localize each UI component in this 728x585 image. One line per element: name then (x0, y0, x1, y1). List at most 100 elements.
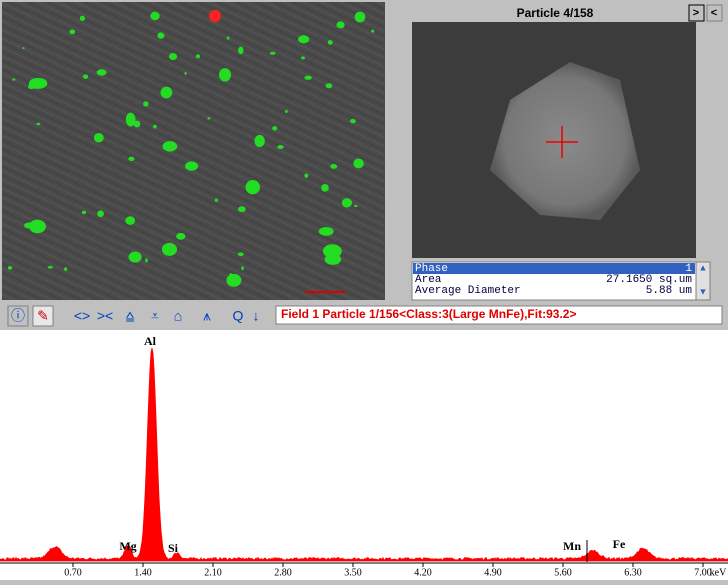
particle (254, 135, 264, 147)
tool-icon: ✎ (37, 308, 49, 324)
x-tick-label: 2.80 (274, 567, 292, 578)
scroll-up[interactable]: ▲ (699, 262, 708, 272)
tool-icon[interactable]: Q (233, 308, 244, 324)
particle (336, 21, 344, 28)
particle (219, 68, 231, 81)
peak-label: Si (168, 541, 179, 555)
particle (36, 123, 40, 125)
tool-icon[interactable]: >< (97, 308, 113, 324)
particle (330, 164, 337, 169)
particle (238, 46, 243, 54)
particle (143, 101, 148, 106)
particle (157, 32, 164, 38)
x-tick-label: 6.30 (624, 567, 642, 578)
particle (371, 30, 374, 33)
particle (129, 252, 142, 263)
particle (145, 258, 148, 262)
row-value: 5.88 um (646, 285, 693, 297)
x-tick-label: 0.70 (64, 567, 82, 578)
particle (162, 243, 177, 256)
particle (48, 266, 53, 269)
selected-particle (209, 10, 221, 22)
particle (134, 121, 141, 128)
particle (196, 54, 200, 58)
tool-icon[interactable]: ⩚ (203, 308, 211, 324)
particle (153, 125, 157, 129)
particle (304, 76, 312, 80)
peak-label: Mg (119, 539, 136, 553)
particle (277, 145, 284, 149)
particle (298, 35, 309, 43)
x-tick-label: 5.60 (554, 567, 572, 578)
particle (355, 12, 366, 23)
row-label: Average Diameter (415, 285, 521, 297)
peak-label: Mn (563, 539, 581, 553)
particle (353, 159, 364, 169)
tool-icon[interactable]: <> (74, 308, 90, 324)
particle (94, 133, 104, 142)
particle (83, 74, 88, 78)
particle (82, 211, 86, 214)
particle (342, 198, 352, 207)
particle (321, 184, 329, 192)
particle (350, 119, 356, 123)
particle (246, 180, 261, 194)
particle (238, 252, 244, 256)
x-tick-label: 2.10 (204, 567, 222, 578)
particle (319, 227, 334, 236)
particle (8, 266, 12, 270)
tool-icon: ⓘ (11, 308, 25, 324)
particle (354, 205, 358, 207)
particle (80, 16, 85, 21)
prev-icon: < (711, 7, 717, 19)
particle (97, 69, 107, 75)
particle (12, 78, 15, 80)
particle (323, 244, 342, 258)
particle (161, 87, 173, 99)
app-window: Particle 4/158 > < Phase1Area27.1650 sq.… (0, 0, 728, 580)
status-text: Field 1 Particle 1/156<Class:3(Large MnF… (281, 307, 576, 321)
x-tick-label: 1.40 (134, 567, 152, 578)
particle (207, 117, 210, 119)
particle (69, 29, 75, 34)
particle (150, 12, 159, 21)
particle (326, 83, 333, 88)
particle (185, 161, 198, 170)
tool-icon[interactable]: ⩡ (151, 308, 159, 324)
particle (227, 36, 230, 39)
page: Particle 4/158 > < Phase1Area27.1650 sq.… (0, 0, 728, 580)
x-unit: keV (710, 567, 727, 578)
particle (184, 72, 186, 75)
tool-icon[interactable]: ⌂ (174, 308, 182, 324)
particle (328, 40, 333, 45)
next-icon: > (693, 7, 699, 19)
particle-title: Particle 4/158 (517, 6, 594, 20)
particle (304, 173, 308, 177)
particle (163, 141, 178, 151)
tool-icon[interactable]: ↓ (253, 308, 260, 324)
particle (29, 78, 47, 89)
particle (226, 274, 241, 287)
particle (238, 206, 246, 212)
peak-label: Al (144, 334, 157, 348)
particle (176, 233, 185, 240)
particle (22, 47, 24, 49)
particle (64, 267, 67, 271)
particle (29, 220, 46, 234)
peak-label: Fe (613, 537, 626, 551)
tool-icon[interactable]: ⩠ (126, 308, 135, 324)
x-tick-label: 4.90 (484, 567, 502, 578)
particle (97, 210, 104, 217)
x-tick-label: 3.50 (344, 567, 362, 578)
particle (272, 126, 277, 131)
particle (128, 157, 134, 161)
particle (301, 56, 305, 59)
particle (241, 266, 244, 270)
particle (125, 216, 135, 225)
particle (169, 53, 177, 60)
particle (270, 52, 276, 55)
scroll-down[interactable]: ▼ (699, 286, 708, 296)
particle (215, 198, 218, 202)
selected-row (413, 263, 695, 274)
particle (285, 110, 288, 113)
